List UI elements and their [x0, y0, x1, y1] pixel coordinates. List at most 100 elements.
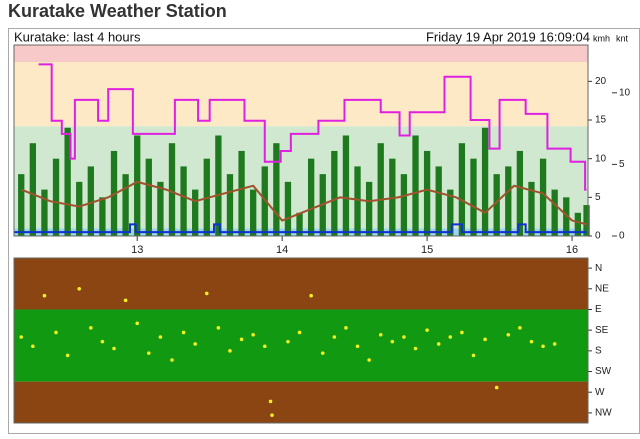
x-tick-label: 13 — [131, 244, 143, 256]
direction-dot — [54, 330, 58, 335]
direction-dot — [123, 298, 128, 303]
direction-dot — [77, 286, 82, 291]
direction-dot — [390, 339, 395, 344]
wind-bar — [493, 174, 500, 236]
wind-bar — [157, 181, 164, 236]
wind-bar — [168, 143, 176, 236]
wind-bar — [400, 174, 408, 236]
y-tick-label: SE — [595, 325, 609, 336]
wind-bar — [226, 174, 234, 236]
direction-dot — [216, 326, 221, 330]
direction-dot — [286, 339, 290, 344]
direction-dot — [552, 342, 557, 346]
direction-dot — [100, 339, 105, 344]
x-tick-label: 15 — [421, 244, 433, 256]
wind-bar — [505, 166, 512, 236]
series-line — [38, 63, 587, 191]
direction-dot — [506, 332, 511, 337]
y-tick-label: SW — [595, 366, 612, 377]
direction-dot — [170, 358, 174, 362]
wind-bar — [52, 158, 60, 236]
wind-bar — [447, 189, 454, 236]
direction-dot — [413, 346, 418, 351]
direction-dot — [344, 326, 348, 330]
direction-dot — [297, 330, 302, 335]
direction-dot — [367, 358, 371, 362]
y-tick-label: 5 — [595, 192, 601, 203]
unit-knt: knt — [616, 33, 629, 43]
direction-dot — [228, 349, 232, 353]
direction-dot — [158, 335, 163, 339]
wind-bar — [435, 166, 442, 236]
direction-dot — [89, 326, 93, 330]
direction-dot — [268, 399, 273, 404]
direction-dot — [112, 346, 116, 351]
x-tick-label: 16 — [566, 244, 578, 256]
wind-bar — [551, 189, 558, 236]
zone-band — [14, 381, 588, 423]
wind-bar — [180, 166, 187, 236]
plot-frame — [13, 44, 589, 237]
direction-dot — [251, 332, 255, 337]
direction-dot — [448, 335, 453, 339]
direction-dot — [425, 328, 429, 332]
wind-bar — [296, 212, 303, 236]
station-title: Kuratake Weather Station — [8, 1, 227, 21]
zone-band — [14, 62, 588, 127]
direction-dot — [471, 353, 476, 358]
wind-bar — [18, 174, 25, 236]
wind-bar — [122, 174, 129, 236]
direction-dot — [332, 335, 337, 339]
wind-bar — [99, 197, 106, 236]
direction-dot — [181, 330, 186, 335]
wind-bar — [377, 143, 384, 236]
wind-bar — [87, 166, 94, 236]
unit-kmh: kmh — [593, 33, 610, 43]
direction-dot — [31, 344, 35, 349]
wind-bar — [215, 135, 222, 236]
y-tick-label: E — [595, 304, 602, 315]
wind-bar — [539, 158, 547, 236]
plot-frame — [13, 257, 589, 424]
zone-band — [14, 126, 588, 229]
direction-dot — [378, 332, 383, 337]
y-tick-label: 0 — [595, 231, 601, 242]
wind-bar — [528, 181, 535, 236]
wind-bar — [250, 189, 257, 236]
direction-dot — [204, 291, 209, 296]
wind-bar — [423, 150, 431, 236]
direction-dot — [436, 342, 441, 346]
zone-band — [14, 258, 588, 310]
wind-bar — [64, 127, 71, 236]
direction-dot — [42, 293, 47, 298]
direction-dot — [19, 335, 24, 339]
direction-dot — [518, 326, 522, 330]
direction-dot — [529, 339, 534, 344]
y2-tick-label: 0 — [619, 231, 625, 242]
wind-bar — [273, 143, 280, 236]
direction-dot — [460, 330, 464, 335]
wind-bar — [470, 158, 477, 236]
wind-bar — [516, 150, 524, 236]
y-tick-label: NE — [595, 283, 609, 294]
wind-bar — [354, 166, 361, 236]
wind-bar — [76, 181, 83, 236]
wind-bar — [342, 135, 350, 236]
y-tick-label: W — [595, 387, 605, 398]
series-line — [20, 180, 587, 226]
direction-dot — [135, 321, 140, 326]
y-tick-label: N — [595, 263, 602, 274]
y-tick-label: 10 — [595, 153, 607, 164]
wind-bar — [458, 143, 466, 236]
direction-dot — [262, 344, 267, 349]
x-tick-label: 14 — [276, 244, 288, 256]
subtitle: Kuratake: last 4 hours — [14, 29, 141, 44]
direction-dot — [483, 337, 487, 342]
wind-bar — [29, 143, 37, 236]
wind-bar — [145, 158, 152, 236]
wind-bar — [481, 127, 489, 236]
zone-band — [14, 309, 588, 382]
wind-bar — [41, 189, 48, 236]
direction-dot — [320, 351, 325, 355]
direction-dot — [355, 344, 360, 349]
